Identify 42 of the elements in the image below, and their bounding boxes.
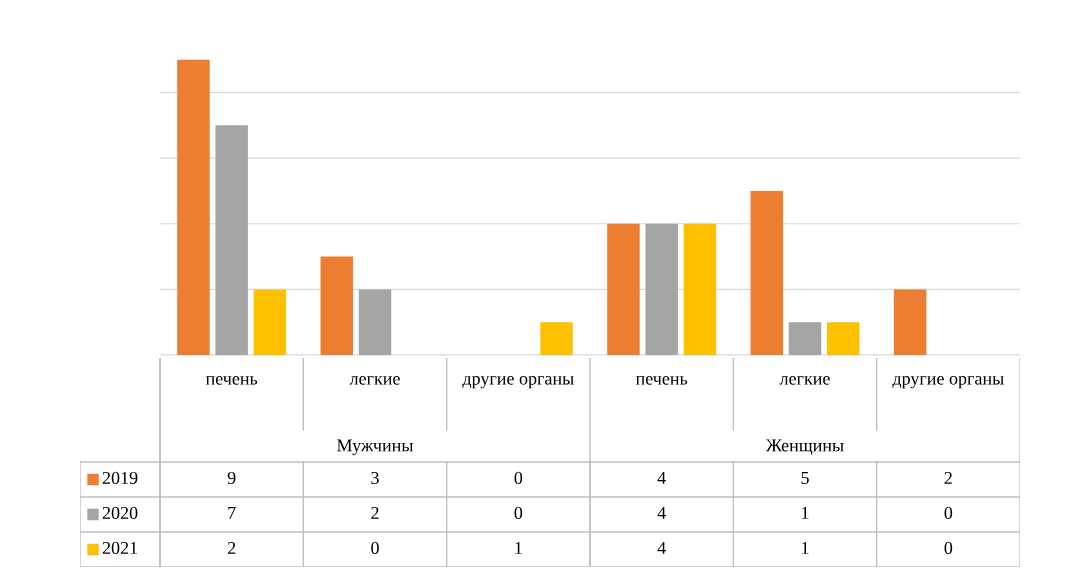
- data-label: 0: [514, 506, 523, 520]
- bar: [253, 289, 287, 355]
- x-tick-label: печень: [635, 376, 688, 385]
- x-tick-label: легкие: [349, 376, 400, 385]
- bar: [645, 223, 678, 355]
- data-label: 5: [801, 472, 809, 485]
- legend-label: 2020: [102, 506, 138, 520]
- data-label: 1: [802, 506, 809, 519]
- legend-label: 2021: [102, 541, 138, 555]
- bar: [607, 223, 640, 355]
- data-label: 1: [802, 541, 809, 554]
- data-label: 4: [657, 471, 666, 484]
- data-label: 2: [371, 506, 379, 519]
- data-label: 0: [944, 541, 953, 555]
- text: Женщины: [765, 439, 844, 456]
- bar: [683, 223, 717, 355]
- data-label: 4: [657, 506, 666, 519]
- bar: [893, 289, 927, 355]
- x-tick-label: другие органы: [462, 375, 574, 389]
- data-label: 7: [228, 507, 236, 519]
- data-label: 2: [227, 541, 236, 554]
- data-label: 0: [944, 506, 953, 520]
- data-label: 9: [227, 471, 236, 485]
- bar: [177, 59, 210, 355]
- data-label: 2: [944, 471, 952, 484]
- data-label: 0: [371, 541, 379, 555]
- bar: [540, 322, 573, 355]
- x-tick-label: другие органы: [892, 375, 1004, 389]
- text: Мужчины: [337, 439, 414, 456]
- x-tick-label: легкие: [779, 376, 830, 385]
- bar: [826, 322, 860, 355]
- bar: [320, 256, 354, 355]
- bar: [358, 289, 392, 355]
- data-label: 1: [515, 541, 522, 554]
- data-label: 4: [657, 541, 666, 554]
- data-label: 0: [514, 471, 523, 485]
- legend-label: 2019: [102, 471, 138, 485]
- bar: [788, 322, 822, 355]
- x-tick-label: печень: [205, 376, 258, 385]
- bar: [215, 125, 248, 355]
- bar: [750, 190, 784, 355]
- data-label: 3: [371, 471, 379, 485]
